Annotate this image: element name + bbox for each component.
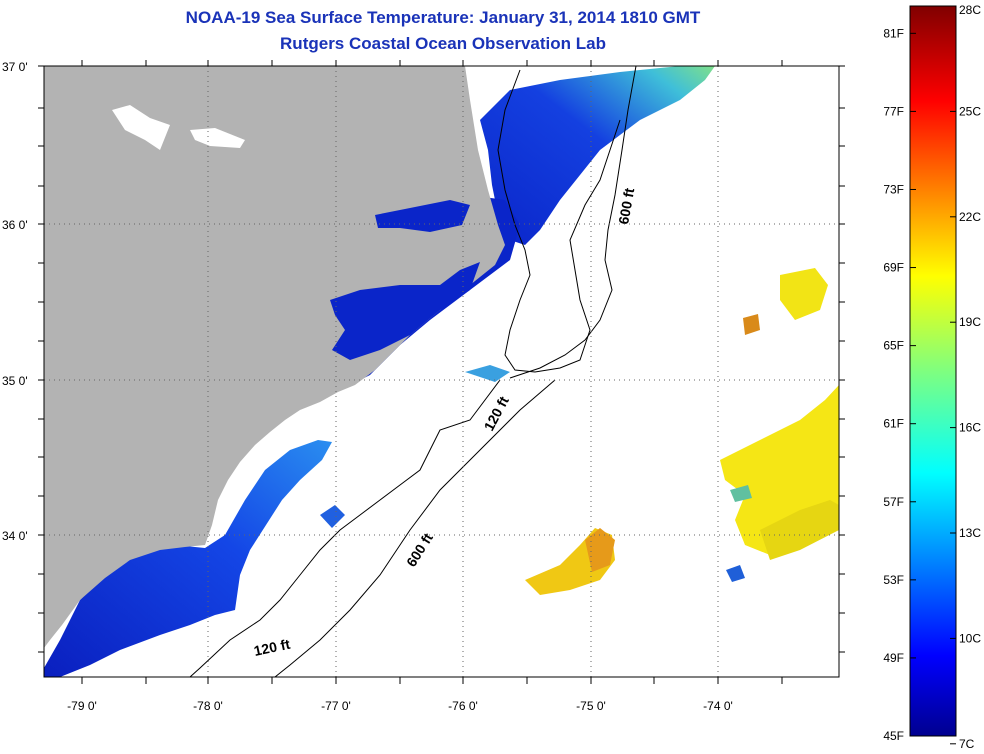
sst-warm-patches <box>320 268 839 595</box>
lon-label-79: -79 0' <box>67 699 97 713</box>
contour-120ft-south <box>189 379 501 677</box>
colorbar-c-label: 16C <box>959 421 981 435</box>
contour-600ft-south <box>274 379 556 677</box>
land-north-carolina <box>44 66 505 648</box>
colorbar-c-label: 19C <box>959 315 981 329</box>
lake-white-1 <box>112 105 170 150</box>
lake-white-2 <box>190 128 245 148</box>
lat-label-36: 36 0' <box>2 218 28 232</box>
colorbar-labels: 81F 77F 73F 69F 65F 61F 57F 53F 49F 45F 28C 25C 22C 1… <box>883 3 981 751</box>
lon-label-78: -78 0' <box>193 699 223 713</box>
inland-water-albemarle <box>375 200 470 232</box>
colorbar-f-label: 77F <box>883 104 904 118</box>
colorbar <box>909 5 957 737</box>
lat-label-35: 35 0' <box>2 374 28 388</box>
sst-cold-south <box>44 440 332 677</box>
colorbar-f-label: 69F <box>883 261 904 275</box>
lon-label-77: -77 0' <box>321 699 351 713</box>
colorbar-f-label: 81F <box>883 26 904 40</box>
lon-label-74: -74 0' <box>703 699 733 713</box>
colorbar-ticks <box>910 5 956 745</box>
lat-label-37: 37 0' <box>2 60 28 74</box>
contour-label-120-south: 120 ft <box>252 636 291 659</box>
contour-120ft-north <box>497 69 621 373</box>
colorbar-c-label: 7C <box>959 737 975 751</box>
contour-label-600-north: 600 ft <box>615 186 637 225</box>
graticule <box>44 66 839 677</box>
lon-label-76: -76 0' <box>448 699 478 713</box>
sst-cold-north <box>480 66 715 245</box>
colorbar-c-label: 13C <box>959 526 981 540</box>
colorbar-f-label: 53F <box>883 573 904 587</box>
colorbar-c-label: 10C <box>959 631 981 645</box>
inland-water-pamlico <box>330 262 480 360</box>
colorbar-f-label: 61F <box>883 417 904 431</box>
colorbar-c-label: 25C <box>959 104 981 118</box>
lon-label-75: -75 0' <box>576 699 606 713</box>
lat-label-34: 34 0' <box>2 529 28 543</box>
colorbar-c-label: 28C <box>959 3 981 17</box>
map-subtitle: Rutgers Coastal Ocean Observation Lab <box>280 34 606 53</box>
colorbar-f-label: 73F <box>883 182 904 196</box>
colorbar-f-label: 49F <box>883 651 904 665</box>
colorbar-f-label: 45F <box>883 729 904 743</box>
map-title: NOAA-19 Sea Surface Temperature: January… <box>185 8 701 27</box>
axis-ticks <box>38 60 845 684</box>
colorbar-f-label: 57F <box>883 495 904 509</box>
contour-600ft-north <box>509 66 637 379</box>
colorbar-c-label: 22C <box>959 210 981 224</box>
colorbar-f-label: 65F <box>883 339 904 353</box>
